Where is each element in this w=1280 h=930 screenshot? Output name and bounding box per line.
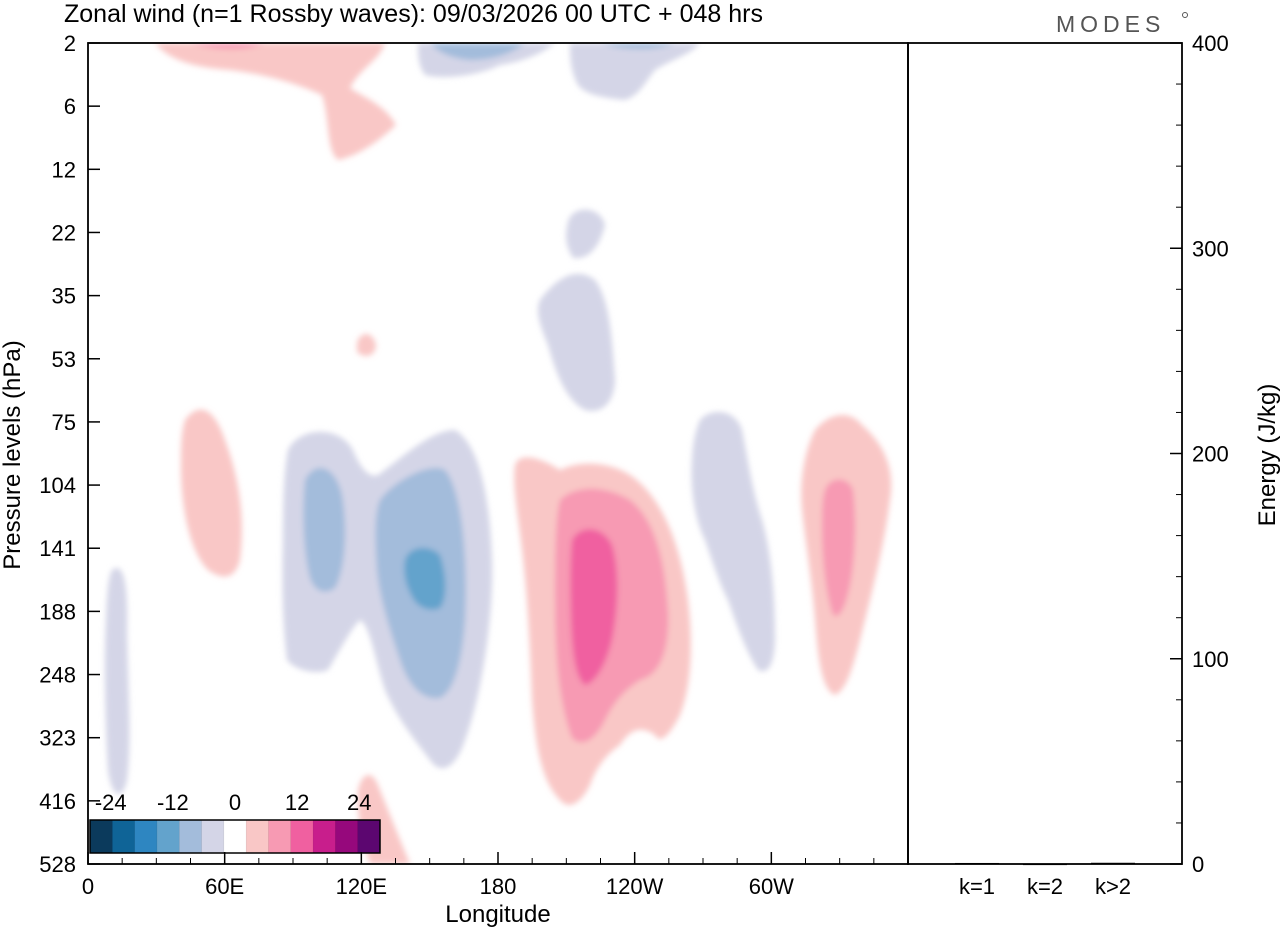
x-axis-label: Longitude <box>445 901 550 928</box>
y-axis-label: Pressure levels (hPa) <box>0 340 26 569</box>
y-tick-label: 2 <box>64 31 76 56</box>
y-tick-label: 53 <box>52 347 76 372</box>
y-tick-label: 188 <box>39 599 76 624</box>
energy-plot-frame <box>907 42 1183 865</box>
contour-negative-east-core-a <box>303 468 346 592</box>
y-tick-label: 6 <box>64 94 76 119</box>
colorbar-label: -12 <box>157 790 189 815</box>
colorbar-frame <box>89 819 381 854</box>
contour-negative-east-core-c <box>404 548 446 610</box>
contour-negative-top-b <box>570 43 700 100</box>
energy-bar <box>1091 862 1135 865</box>
y-tick-label: 35 <box>52 284 76 309</box>
contour-negative-mid-b <box>537 273 615 411</box>
energy-bar <box>1023 863 1067 866</box>
contour-positive-mid <box>357 334 376 356</box>
x-tick-label: 0 <box>82 874 94 899</box>
energy-tick-label: 300 <box>1192 236 1229 261</box>
contour-negative-left-strip <box>104 568 130 794</box>
colorbar-cell <box>134 820 158 853</box>
colorbar-cell <box>357 820 381 853</box>
contour-positive-west-core <box>570 529 618 685</box>
colorbar-label: 12 <box>285 790 309 815</box>
colorbar-cell <box>268 820 292 853</box>
energy-axis-label: Energy (J/kg) <box>1254 384 1280 527</box>
registered-mark-icon <box>1182 12 1188 18</box>
colorbar-cell <box>335 820 359 853</box>
colorbar-cell <box>156 820 180 853</box>
y-tick-label: 12 <box>52 157 76 182</box>
colorbar: -24 -12 0 12 24 <box>89 790 381 854</box>
colorbar-cell <box>313 820 336 853</box>
contour-negative-70w <box>691 411 775 672</box>
y-tick-label: 248 <box>39 663 76 688</box>
x-tick-label: 60E <box>205 874 244 899</box>
colorbar-label: 0 <box>229 790 241 815</box>
contour-negative-top-a-core <box>430 43 525 60</box>
y-tick-label: 528 <box>39 852 76 877</box>
y-tick-label: 104 <box>39 473 76 498</box>
x-tick-label: 120E <box>336 874 387 899</box>
contour-positive-top-core <box>190 43 265 50</box>
contour-negative-top-b-core <box>600 43 675 49</box>
y-tick-label: 416 <box>39 789 76 814</box>
y-tick-label: 323 <box>39 726 76 751</box>
contour-positive-30w-core <box>822 479 856 616</box>
colorbar-cell <box>246 820 269 853</box>
colorbar-label: -24 <box>95 790 127 815</box>
colorbar-cell <box>179 820 203 853</box>
energy-tick-label: 400 <box>1192 31 1229 56</box>
colorbar-cell <box>223 820 247 853</box>
contour-field <box>104 43 892 864</box>
energy-bar <box>955 862 999 865</box>
contour-positive-top <box>155 43 396 160</box>
contour-negative-mid-a <box>566 209 605 259</box>
y-tick-label: 75 <box>52 410 76 435</box>
energy-tick-label: 200 <box>1192 442 1229 467</box>
x-tick-label: 60W <box>749 874 794 899</box>
colorbar-cell <box>112 820 136 853</box>
x-tick-label: 180 <box>480 874 517 899</box>
energy-category-label: k=2 <box>1027 874 1063 899</box>
contour-positive-60e <box>180 409 242 577</box>
energy-category-label: k>2 <box>1095 874 1131 899</box>
colorbar-label: 24 <box>347 790 371 815</box>
colorbar-cell <box>290 820 314 853</box>
energy-tick-label: 0 <box>1192 852 1204 877</box>
y-tick-label: 141 <box>39 536 76 561</box>
colorbar-cell <box>201 820 225 853</box>
chart-title: Zonal wind (n=1 Rossby waves): 09/03/202… <box>64 0 763 28</box>
x-tick-label: 120W <box>606 874 664 899</box>
colorbar-cell <box>90 820 113 853</box>
energy-tick-label: 100 <box>1192 647 1229 672</box>
y-tick-label: 22 <box>52 220 76 245</box>
brand-logo: MODES <box>1056 11 1165 37</box>
energy-category-label: k=1 <box>959 874 995 899</box>
